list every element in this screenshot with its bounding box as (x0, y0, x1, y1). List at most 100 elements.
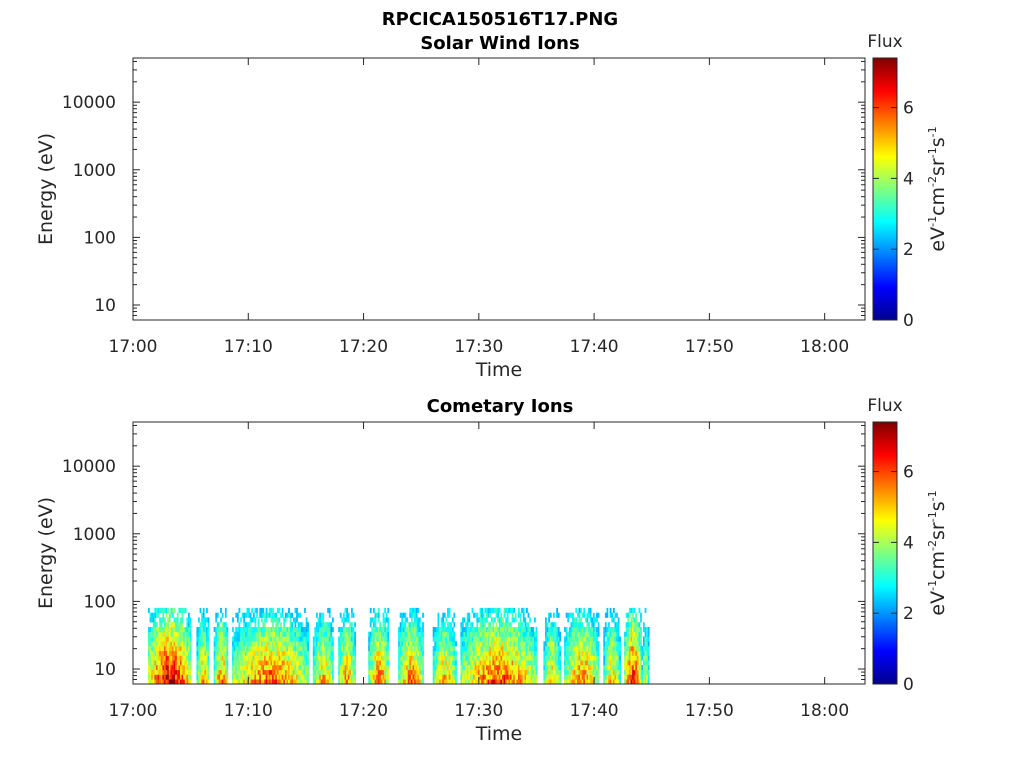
flux-cell (437, 650, 440, 656)
flux-cell (339, 612, 342, 618)
flux-cell (470, 655, 472, 661)
flux-cell (202, 636, 205, 642)
flux-cell (534, 641, 536, 647)
flux-cell (322, 631, 325, 637)
flux-cell (186, 631, 189, 637)
flux-cell (565, 650, 568, 656)
flux-cell (317, 655, 320, 661)
flux-cell (625, 655, 628, 661)
flux-cell (384, 665, 386, 671)
colorbar-label: Flux (867, 32, 902, 52)
flux-cell (281, 679, 284, 685)
flux-cell (160, 646, 163, 652)
flux-cell (479, 607, 482, 613)
flux-cell (223, 650, 226, 656)
flux-cell (354, 622, 356, 628)
flux-cell (417, 679, 420, 685)
flux-cell (165, 641, 168, 647)
flux-cell (502, 655, 504, 661)
flux-cell (482, 636, 485, 642)
flux-cell (439, 660, 441, 666)
flux-cell (156, 655, 158, 661)
flux-cell (410, 627, 413, 633)
flux-cell (640, 650, 642, 656)
flux-cell (304, 646, 306, 652)
flux-cell (207, 631, 210, 637)
flux-cell (636, 636, 639, 642)
flux-cell (246, 679, 249, 685)
flux-cell (594, 641, 597, 647)
flux-cell (292, 660, 295, 666)
flux-cell (543, 655, 546, 661)
flux-cell (254, 631, 257, 637)
flux-cell (381, 665, 383, 671)
flux-cell (466, 655, 469, 661)
flux-cell (207, 622, 210, 628)
flux-cell (233, 660, 236, 666)
flux-cell (381, 650, 383, 656)
flux-cell (476, 669, 479, 675)
flux-cell (272, 679, 274, 685)
flux-cell (260, 627, 263, 633)
flux-cell (489, 674, 491, 680)
flux-cell (612, 669, 615, 675)
flux-cell (575, 665, 578, 671)
flux-cell (300, 660, 303, 666)
flux-cell (244, 655, 247, 661)
flux-cell (409, 660, 412, 666)
flux-cell (644, 665, 647, 671)
flux-cell (297, 665, 300, 671)
flux-cell (259, 650, 262, 656)
flux-cell (260, 650, 263, 656)
flux-cell (201, 650, 203, 656)
flux-cell (418, 650, 421, 656)
flux-cell (572, 641, 574, 647)
flux-cell (442, 655, 445, 661)
flux-cell (516, 627, 519, 633)
flux-cell (382, 679, 385, 685)
flux-cell (327, 660, 329, 666)
flux-cell (319, 669, 321, 675)
flux-cell (557, 674, 560, 680)
flux-cell (521, 627, 523, 633)
flux-cell (594, 679, 597, 685)
flux-cell (297, 646, 300, 652)
flux-cell (175, 617, 177, 623)
flux-cell (589, 660, 592, 666)
figure-title: RPCICA150516T17.PNG (382, 9, 618, 30)
flux-cell (232, 679, 234, 685)
flux-cell (381, 655, 383, 661)
flux-cell (568, 631, 571, 637)
flux-cell (406, 650, 408, 656)
flux-cell (406, 655, 408, 661)
flux-cell (152, 665, 155, 671)
flux-cell (215, 636, 218, 642)
flux-cell (264, 617, 266, 623)
flux-cell (175, 665, 177, 671)
flux-cell (573, 679, 576, 685)
flux-cell (165, 665, 168, 671)
flux-cell (417, 607, 420, 613)
flux-cell (351, 679, 353, 685)
flux-cell (511, 646, 514, 652)
flux-cell (267, 641, 270, 647)
flux-cell (633, 674, 636, 680)
flux-cell (482, 665, 485, 671)
flux-cell (580, 607, 582, 613)
flux-cell (244, 627, 247, 633)
flux-cell (445, 636, 448, 642)
flux-cell (181, 617, 184, 623)
flux-cell (384, 669, 386, 675)
flux-cell (381, 660, 383, 666)
flux-cell (417, 641, 420, 647)
flux-cell (635, 631, 638, 637)
flux-cell (294, 674, 297, 680)
flux-cell (406, 631, 408, 637)
flux-cell (553, 679, 555, 685)
flux-cell (254, 617, 257, 623)
flux-cell (347, 636, 350, 642)
flux-cell (494, 650, 496, 656)
flux-cell (381, 679, 383, 685)
flux-cell (597, 669, 600, 675)
flux-cell (201, 627, 203, 633)
